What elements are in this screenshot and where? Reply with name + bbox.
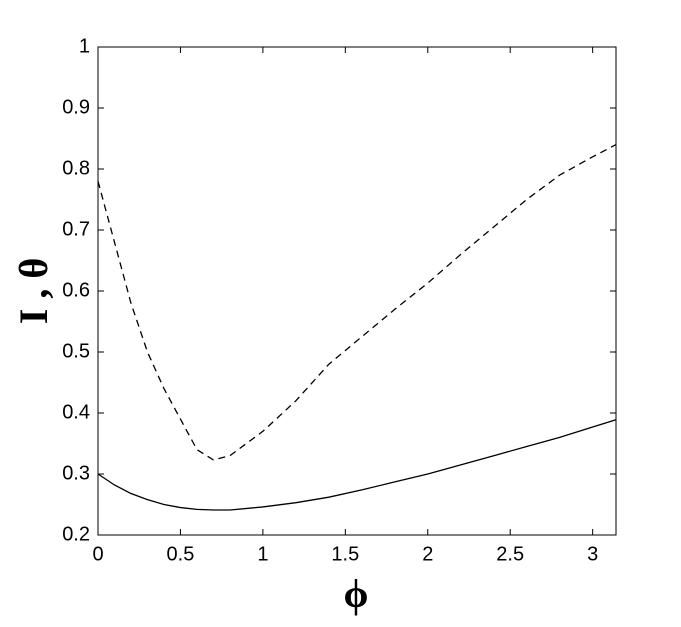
- x-tick-label: 2.5: [496, 543, 524, 565]
- line-series: [97, 144, 617, 461]
- y-tick-label: 1: [79, 35, 90, 57]
- x-tick-label: 2: [422, 543, 433, 565]
- x-tick-label: 0.5: [167, 543, 195, 565]
- y-tick-label: 0.8: [62, 157, 90, 179]
- plot-frame: [97, 46, 617, 536]
- line-series: [97, 419, 617, 511]
- x-tick-label: 1.5: [331, 543, 359, 565]
- y-tick-label: 0.9: [62, 96, 90, 118]
- x-tick-label: 1: [257, 543, 268, 565]
- y-tick-label: 0.6: [62, 279, 90, 301]
- x-tick-label: 3: [587, 543, 598, 565]
- y-tick-label: 0.2: [62, 523, 90, 545]
- x-axis-label: ϕ: [344, 571, 369, 616]
- y-tick-label: 0.5: [62, 340, 90, 362]
- y-tick-label: 0.4: [62, 401, 90, 423]
- y-tick-label: 0.7: [62, 218, 90, 240]
- y-axis-label: I , θ: [11, 258, 56, 324]
- y-tick-label: 0.3: [62, 462, 90, 484]
- x-tick-label: 0: [92, 543, 103, 565]
